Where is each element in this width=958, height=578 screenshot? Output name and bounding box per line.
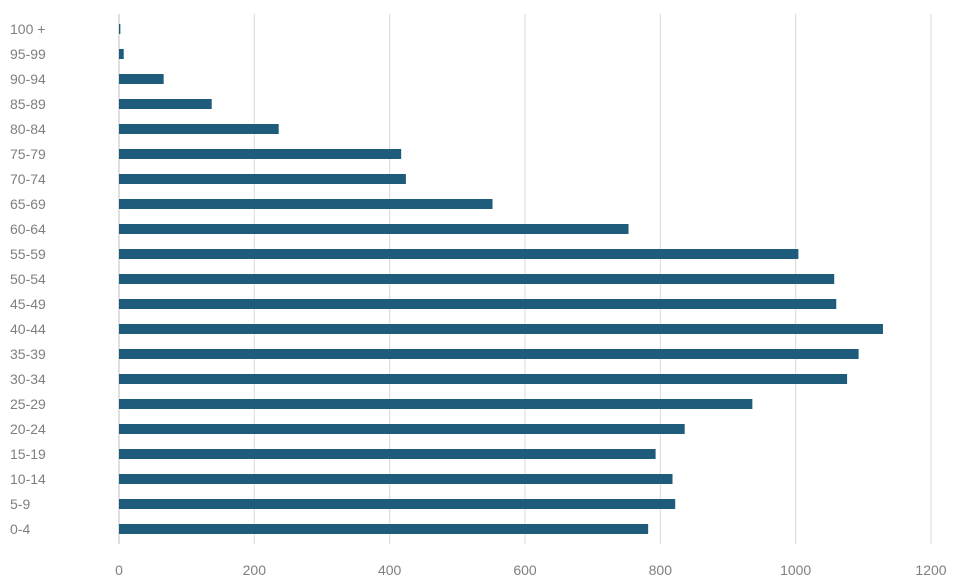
y-tick-label: 50-54 (10, 271, 46, 287)
bar-30-34 (119, 374, 848, 384)
y-tick-label: 55-59 (10, 246, 46, 262)
x-tick-label: 800 (649, 562, 673, 578)
y-tick-label: 85-89 (10, 96, 46, 112)
x-tick-label: 400 (378, 562, 402, 578)
x-tick-label: 200 (243, 562, 267, 578)
y-tick-label: 25-29 (10, 396, 46, 412)
bar-45-49 (119, 299, 837, 309)
x-tick-label: 600 (513, 562, 537, 578)
bar-95-99 (119, 49, 124, 59)
x-tick-label: 1200 (915, 562, 946, 578)
y-tick-label: 20-24 (10, 421, 46, 437)
y-tick-label: 100 + (10, 21, 45, 37)
y-tick-label: 80-84 (10, 121, 46, 137)
bar-65-69 (119, 199, 493, 209)
y-tick-label: 30-34 (10, 371, 46, 387)
bar-35-39 (119, 349, 859, 359)
y-tick-label: 35-39 (10, 346, 46, 362)
bar-100 (119, 24, 121, 34)
y-tick-label: 70-74 (10, 171, 46, 187)
bar-80-84 (119, 124, 279, 134)
x-tick-label: 0 (115, 562, 123, 578)
bar-25-29 (119, 399, 753, 409)
bar-15-19 (119, 449, 656, 459)
y-tick-label: 40-44 (10, 321, 46, 337)
y-tick-label: 60-64 (10, 221, 46, 237)
bar-75-79 (119, 149, 402, 159)
bar-40-44 (119, 324, 883, 334)
bar-70-74 (119, 174, 406, 184)
y-tick-label: 0-4 (10, 521, 30, 537)
bar-55-59 (119, 249, 799, 259)
y-tick-label: 15-19 (10, 446, 46, 462)
y-tick-label: 5-9 (10, 496, 30, 512)
bars (119, 24, 883, 534)
bar-90-94 (119, 74, 164, 84)
y-tick-labels: 0-4 5-9 10-14 15-19 20-24 25-29 30-34 35-39 40-4… (10, 21, 46, 537)
y-tick-label: 90-94 (10, 71, 46, 87)
x-tick-labels: 0 200 400 600 800 1000 1200 (115, 562, 947, 578)
y-tick-label: 95-99 (10, 46, 46, 62)
x-tick-label: 1000 (780, 562, 811, 578)
y-tick-label: 75-79 (10, 146, 46, 162)
bar-60-64 (119, 224, 629, 234)
bar-85-89 (119, 99, 212, 109)
bar-20-24 (119, 424, 685, 434)
y-tick-label: 65-69 (10, 196, 46, 212)
y-tick-label: 45-49 (10, 296, 46, 312)
bar-50-54 (119, 274, 835, 284)
bar-0-4 (119, 524, 649, 534)
y-tick-label: 10-14 (10, 471, 46, 487)
bar-5-9 (119, 499, 676, 509)
bar-10-14 (119, 474, 673, 484)
